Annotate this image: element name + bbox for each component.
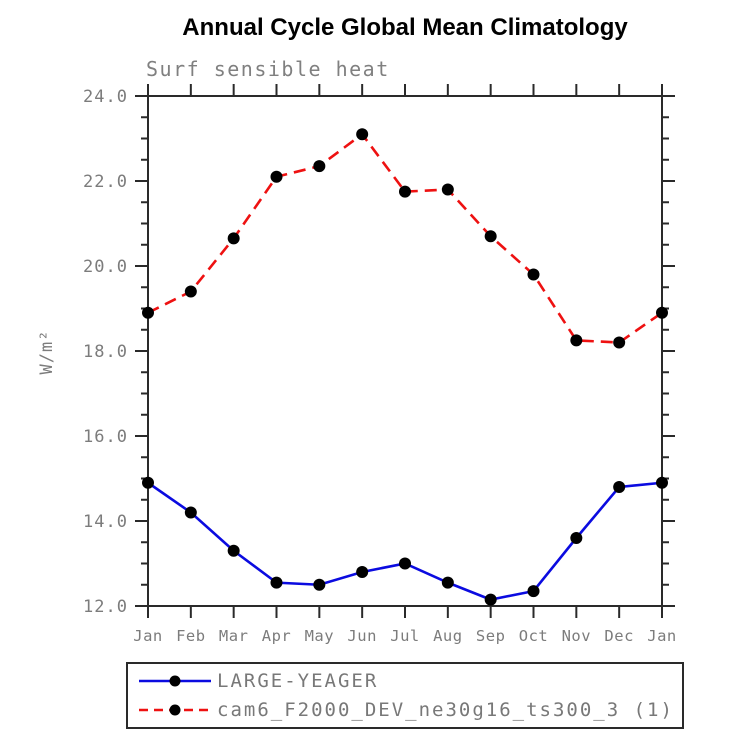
data-point bbox=[441, 183, 454, 196]
x-tick-label: Jul bbox=[390, 627, 420, 645]
x-tick-label: Sep bbox=[476, 627, 506, 645]
data-point bbox=[142, 306, 154, 319]
y-tick-label: 24.0 bbox=[83, 87, 128, 107]
data-point bbox=[484, 230, 497, 243]
y-tick-label: 22.0 bbox=[83, 172, 128, 192]
data-point bbox=[356, 128, 369, 141]
y-tick-label: 16.0 bbox=[83, 427, 128, 447]
legend-swatch-dashed-line-icon bbox=[139, 704, 211, 716]
legend: LARGE-YEAGER cam6_F2000_DEV_ne30g16_ts30… bbox=[126, 662, 684, 729]
data-point bbox=[356, 566, 369, 578]
legend-marker-dot bbox=[169, 675, 181, 687]
data-point bbox=[184, 285, 197, 298]
data-point bbox=[313, 578, 326, 591]
legend-label-series-2: cam6_F2000_DEV_ne30g16_ts300_3 (1) bbox=[217, 698, 674, 721]
x-tick-label: Jan bbox=[133, 627, 163, 645]
x-tick-label: Nov bbox=[562, 627, 592, 645]
series-line-1 bbox=[147, 132, 663, 344]
x-tick-label: Feb bbox=[176, 627, 206, 645]
y-tick-label: 12.0 bbox=[83, 597, 128, 617]
data-point bbox=[613, 481, 626, 493]
data-point bbox=[399, 557, 411, 570]
data-point bbox=[527, 585, 540, 598]
x-tick-label: Mar bbox=[219, 627, 249, 645]
x-tick-label: May bbox=[305, 627, 335, 645]
data-point bbox=[399, 185, 411, 198]
legend-row: cam6_F2000_DEV_ne30g16_ts300_3 (1) bbox=[135, 699, 682, 721]
y-tick-label: 20.0 bbox=[83, 257, 128, 277]
legend-marker-dot bbox=[169, 704, 181, 716]
data-point bbox=[656, 476, 668, 489]
data-point bbox=[184, 506, 197, 519]
data-point bbox=[313, 160, 326, 173]
x-tick-label: Jun bbox=[347, 627, 377, 645]
legend-row: LARGE-YEAGER bbox=[135, 670, 682, 692]
plot-area: 12.0 14.0 16.0 18.0 20.0 22.0 24.0 Jan Feb Mar Apr… bbox=[83, 84, 677, 645]
data-point bbox=[142, 476, 154, 489]
series-line-0 bbox=[147, 481, 663, 601]
legend-swatch-solid-line-icon bbox=[139, 675, 211, 687]
legend-label-series-1: LARGE-YEAGER bbox=[217, 670, 379, 693]
x-tick-label: Dec bbox=[604, 627, 634, 645]
data-point bbox=[270, 576, 283, 589]
data-point bbox=[613, 336, 626, 349]
data-point bbox=[227, 232, 240, 245]
x-tick-label: Oct bbox=[519, 627, 549, 645]
data-point bbox=[270, 170, 283, 183]
y-tick-label: 14.0 bbox=[83, 512, 128, 532]
chart-title: Annual Cycle Global Mean Climatology bbox=[182, 14, 628, 41]
data-point bbox=[570, 532, 583, 544]
data-point bbox=[441, 576, 454, 589]
data-point bbox=[527, 268, 540, 281]
chart-subtitle: Surf sensible heat bbox=[146, 57, 390, 81]
data-point bbox=[570, 334, 583, 347]
data-point bbox=[484, 593, 497, 606]
data-point bbox=[227, 544, 240, 557]
x-tick-label: Aug bbox=[433, 627, 463, 645]
x-tick-label: Jan bbox=[647, 627, 677, 645]
y-tick-label: 18.0 bbox=[83, 342, 128, 362]
x-tick-label: Apr bbox=[262, 627, 292, 645]
data-point bbox=[656, 306, 668, 319]
